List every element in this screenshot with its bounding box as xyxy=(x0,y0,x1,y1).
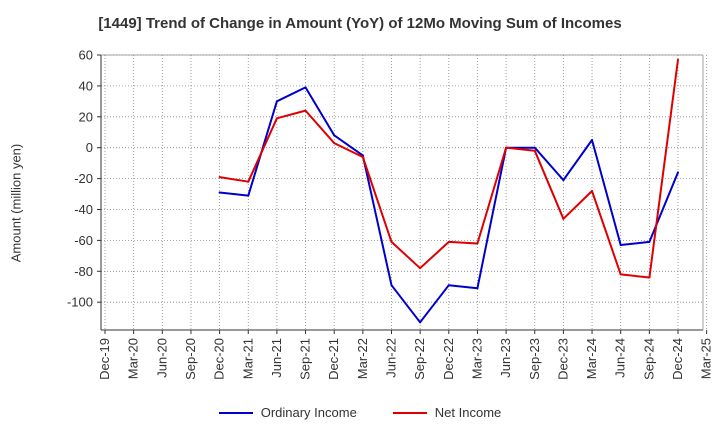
data-point-net-income xyxy=(677,58,679,61)
data-point-net-income xyxy=(218,176,221,179)
x-tick-label: Sep-20 xyxy=(183,338,198,380)
y-tick-label: 60 xyxy=(79,48,93,63)
legend-swatch-ordinary-income xyxy=(218,411,253,414)
x-tick-label: Dec-20 xyxy=(212,338,227,380)
legend-label-ordinary-income: Ordinary Income xyxy=(260,405,357,420)
data-point-net-income xyxy=(591,189,594,192)
x-tick-label: Jun-24 xyxy=(613,338,628,378)
data-point-net-income xyxy=(419,267,422,270)
y-tick-label: 20 xyxy=(79,109,93,124)
x-tick-label: Dec-23 xyxy=(555,338,570,380)
plot-background xyxy=(101,55,703,330)
data-point-net-income xyxy=(275,117,278,120)
data-point-net-income xyxy=(304,109,307,112)
x-tick-label: Mar-22 xyxy=(355,338,370,379)
legend-item-ordinary-income: Ordinary Income xyxy=(218,405,357,420)
data-point-ordinary-income xyxy=(419,321,422,324)
data-point-ordinary-income xyxy=(648,240,651,243)
x-tick-label: Mar-24 xyxy=(584,338,599,379)
y-tick-label: -60 xyxy=(74,233,93,248)
data-point-ordinary-income xyxy=(390,284,393,287)
data-point-ordinary-income xyxy=(533,146,536,149)
x-tick-label: Mar-23 xyxy=(469,338,484,379)
x-tick-label: Jun-20 xyxy=(154,338,169,378)
data-point-net-income xyxy=(361,155,364,158)
x-tick-label: Dec-24 xyxy=(670,338,685,380)
data-point-ordinary-income xyxy=(562,179,565,182)
x-tick-label: Sep-21 xyxy=(298,338,313,380)
x-tick-label: Jun-22 xyxy=(384,338,399,378)
legend-label-net-income: Net Income xyxy=(434,405,502,420)
data-point-net-income xyxy=(533,149,536,152)
x-tick-label: Jun-23 xyxy=(498,338,513,378)
legend-item-net-income: Net Income xyxy=(392,405,502,420)
data-point-net-income xyxy=(447,240,450,243)
data-point-net-income xyxy=(333,142,336,145)
y-tick-label: -20 xyxy=(74,171,93,186)
data-point-net-income xyxy=(390,240,393,243)
data-point-net-income xyxy=(476,242,479,245)
chart-title: [1449] Trend of Change in Amount (YoY) o… xyxy=(98,15,622,32)
legend-swatch-net-income xyxy=(392,411,427,414)
y-tick-label: -80 xyxy=(74,264,93,279)
data-point-net-income xyxy=(505,146,508,149)
x-tick-label: Sep-24 xyxy=(641,338,656,380)
data-point-net-income xyxy=(247,180,250,183)
data-point-ordinary-income xyxy=(333,134,336,137)
data-point-net-income xyxy=(562,217,565,220)
y-tick-label: -100 xyxy=(67,295,93,310)
data-point-ordinary-income xyxy=(476,287,479,290)
legend: Ordinary Income Net Income xyxy=(0,405,720,420)
data-point-ordinary-income xyxy=(218,191,221,194)
x-tick-label: Dec-19 xyxy=(97,338,112,380)
y-tick-label: 0 xyxy=(86,140,93,155)
x-tick-label: Dec-21 xyxy=(326,338,341,380)
x-tick-label: Sep-23 xyxy=(527,338,542,380)
x-tick-label: Mar-21 xyxy=(240,338,255,379)
data-point-ordinary-income xyxy=(591,138,594,141)
data-point-ordinary-income xyxy=(619,244,622,247)
x-tick-label: Jun-21 xyxy=(269,338,284,378)
data-point-ordinary-income xyxy=(447,284,450,287)
data-point-net-income xyxy=(619,273,622,276)
data-point-ordinary-income xyxy=(677,171,679,174)
y-tick-label: -40 xyxy=(74,202,93,217)
data-point-net-income xyxy=(648,276,651,279)
x-tick-label: Dec-22 xyxy=(441,338,456,380)
data-point-ordinary-income xyxy=(275,100,278,103)
x-tick-label: Mar-25 xyxy=(699,338,714,379)
data-point-ordinary-income xyxy=(247,194,250,197)
x-tick-label: Mar-20 xyxy=(126,338,141,379)
x-tick-label: Sep-22 xyxy=(412,338,427,380)
data-point-ordinary-income xyxy=(304,86,307,89)
y-tick-label: 40 xyxy=(79,78,93,93)
